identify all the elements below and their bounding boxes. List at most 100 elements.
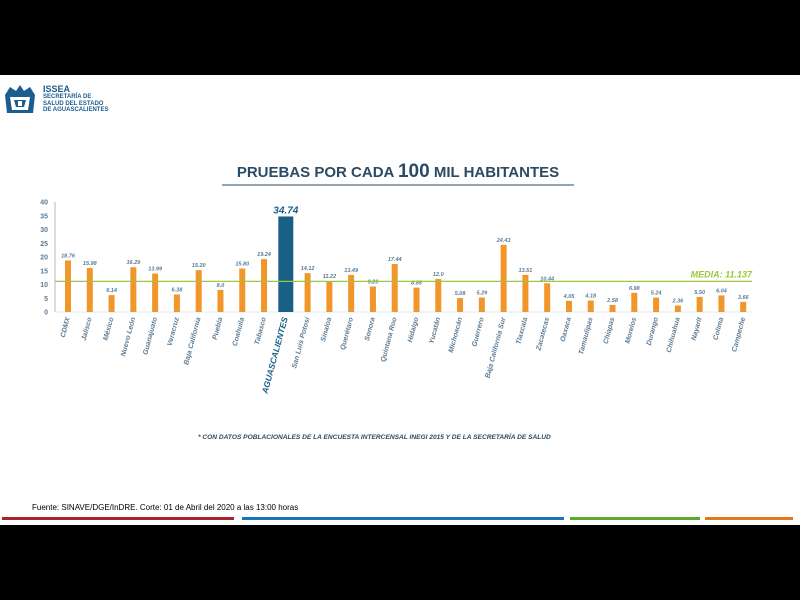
category-label: Guanajuato <box>142 316 159 356</box>
bar-value-label: 15.98 <box>83 261 98 267</box>
bar <box>696 296 703 312</box>
bar <box>391 264 398 312</box>
mean-label: MEDIA: 11.137 <box>691 269 753 279</box>
bar <box>653 297 660 312</box>
category-label: Durango <box>646 316 660 346</box>
bar <box>478 297 485 312</box>
footer-stripe-green <box>570 517 700 520</box>
bar-value-label: 5.24 <box>651 291 662 297</box>
bar-value-label: 5.29 <box>476 290 488 296</box>
category-label: Zacatecas <box>535 317 551 353</box>
footer-stripe-blue <box>242 517 564 520</box>
bar <box>195 270 202 312</box>
bar <box>674 305 681 312</box>
bar <box>587 300 594 312</box>
bar-value-label: 5.50 <box>694 290 705 296</box>
category-label: Jalisco <box>81 316 94 341</box>
bar <box>261 259 268 312</box>
bar <box>304 273 311 312</box>
category-label: CDMX <box>60 315 72 338</box>
bar-value-label: 6.98 <box>629 286 641 292</box>
chart-footnote: * CON DATOS POBLACIONALES DE LA ENCUESTA… <box>198 432 551 441</box>
bar <box>278 216 294 312</box>
bar-value-label: 13.51 <box>519 268 533 274</box>
bar-value-label: 15.80 <box>235 262 249 268</box>
bar <box>457 298 464 312</box>
y-tick-label: 10 <box>40 282 48 289</box>
category-label: Tamaulipas <box>578 317 595 356</box>
bar-value-label: 13.49 <box>344 268 359 274</box>
chart-title: PRUEBAS POR CADA 100 MIL HABITANTES <box>237 161 559 182</box>
y-tick-label: 40 <box>40 200 48 207</box>
bar-value-label: 9.26 <box>368 280 380 286</box>
bar-value-label: 16.29 <box>126 260 141 266</box>
y-tick-label: 25 <box>40 241 48 248</box>
category-label: Querétaro <box>340 316 356 351</box>
source-note: Fuente: SINAVE/DGE/InDRE. Corte: 01 de A… <box>32 503 299 512</box>
bar <box>435 279 442 312</box>
category-label: Oaxaca <box>560 317 573 343</box>
bar <box>631 292 638 312</box>
bar <box>609 304 616 312</box>
bar <box>718 295 725 312</box>
bar-value-label: 11.22 <box>323 274 336 280</box>
category-label: Chiapas <box>603 317 617 345</box>
bar <box>130 267 137 312</box>
category-label: Baja California Sur <box>485 315 508 379</box>
bar-value-label: 6.38 <box>172 287 184 293</box>
org-line-3: DE AGUASCALIENTES <box>43 107 109 114</box>
category-label: Guerrero <box>471 316 486 347</box>
bar-value-label: 10.44 <box>540 276 554 282</box>
bar <box>413 287 420 312</box>
tests-per-100k-chart: PRUEBAS POR CADA 100 MIL HABITANTES 0 5 10 1… <box>40 161 753 441</box>
bar <box>740 301 747 312</box>
category-label: Puebla <box>212 317 225 341</box>
bar-value-label: 4.05 <box>563 294 576 300</box>
bar <box>348 274 355 312</box>
bar <box>108 295 115 312</box>
bar <box>326 281 333 312</box>
bar-value-label: 2.36 <box>672 299 685 305</box>
bar-value-label: 5.08 <box>455 291 467 297</box>
category-label: Veracruz <box>166 316 180 347</box>
org-line-1: SECRETARÍA DE <box>43 94 92 101</box>
category-label: Sonora <box>364 317 377 342</box>
category-label: Tabasco <box>254 316 268 346</box>
footer-stripe-orange <box>705 517 793 520</box>
category-label: Hidalgo <box>407 316 421 343</box>
category-label: Nuevo León <box>120 317 137 358</box>
bar-value-label: 4.18 <box>584 294 597 300</box>
bar-value-label: 19.24 <box>257 252 271 258</box>
slide: ISSEA SECRETARÍA DE SALUD DEL ESTADO DE … <box>0 75 800 525</box>
category-label: San Luis Potosí <box>291 316 312 370</box>
chart-title-number: 100 <box>398 161 430 182</box>
bar <box>500 244 507 312</box>
bar-value-label: 8.85 <box>411 281 423 287</box>
bar <box>565 300 572 312</box>
category-label: Quintana Roo <box>380 316 399 363</box>
bar <box>65 260 71 312</box>
bar-value-label: 13.99 <box>148 267 163 273</box>
bar-value-label: 15.20 <box>192 263 206 269</box>
y-tick-label: 0 <box>44 310 48 317</box>
issea-logo: ISSEA SECRETARÍA DE SALUD DEL ESTADO DE … <box>2 81 142 121</box>
category-label: Tlaxcala <box>515 317 529 346</box>
y-tick-label: 20 <box>40 255 48 262</box>
bar-value-label: 14.12 <box>301 266 315 272</box>
category-label: Campeche <box>731 317 747 353</box>
bar-value-label: 34.74 <box>273 205 298 216</box>
chart-title-prefix: PRUEBAS POR CADA <box>237 164 398 181</box>
category-label: Michoacán <box>448 317 464 354</box>
category-label: Chihuahua <box>666 317 682 354</box>
category-label: Sinaloa <box>320 317 333 343</box>
bar <box>217 290 224 312</box>
bar-value-label: 8.0 <box>217 283 225 289</box>
bar-value-label: 6.14 <box>106 288 117 294</box>
category-label: Nayarit <box>691 316 704 341</box>
coat-of-arms-icon <box>5 85 35 113</box>
bar-value-label: 12.0 <box>433 272 444 278</box>
bar-value-label: 3.66 <box>738 295 750 301</box>
bar <box>152 273 159 312</box>
bar-value-label: 6.04 <box>716 288 727 294</box>
org-line-2: SALUD DEL ESTADO <box>43 100 104 107</box>
